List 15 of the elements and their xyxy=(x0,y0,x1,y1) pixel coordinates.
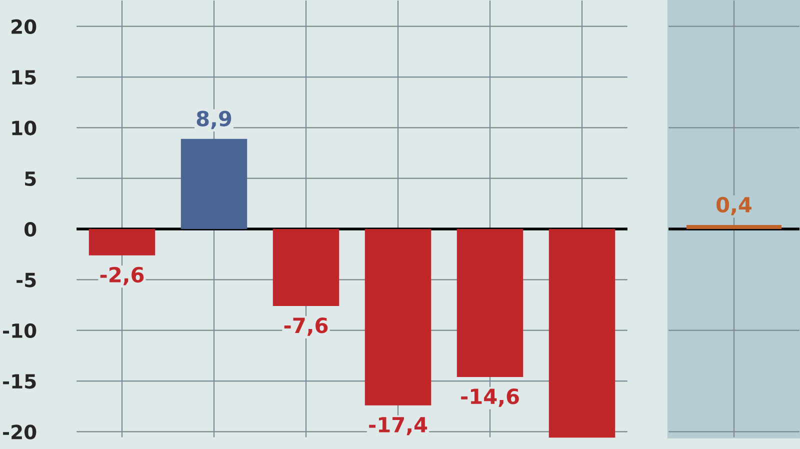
data-label: 0,4 xyxy=(716,196,752,216)
y-tick-label: -10 xyxy=(3,323,36,338)
data-label: -17,4 xyxy=(369,417,428,436)
data-label: 8,9 xyxy=(196,110,232,130)
data-label: -2,6 xyxy=(100,266,144,286)
y-tick-label: 20 xyxy=(12,19,36,34)
y-tick-label: -5 xyxy=(16,272,36,288)
data-label: -7,6 xyxy=(284,318,328,336)
y-tick-label: -20 xyxy=(3,424,36,440)
y-tick-label: 0 xyxy=(24,222,36,237)
y-tick-label: 10 xyxy=(12,120,36,136)
y-tick-label: 5 xyxy=(25,172,36,186)
y-tick-label: -15 xyxy=(3,374,36,389)
y-tick-label: 15 xyxy=(12,70,36,85)
data-label: -14,6 xyxy=(461,388,519,407)
